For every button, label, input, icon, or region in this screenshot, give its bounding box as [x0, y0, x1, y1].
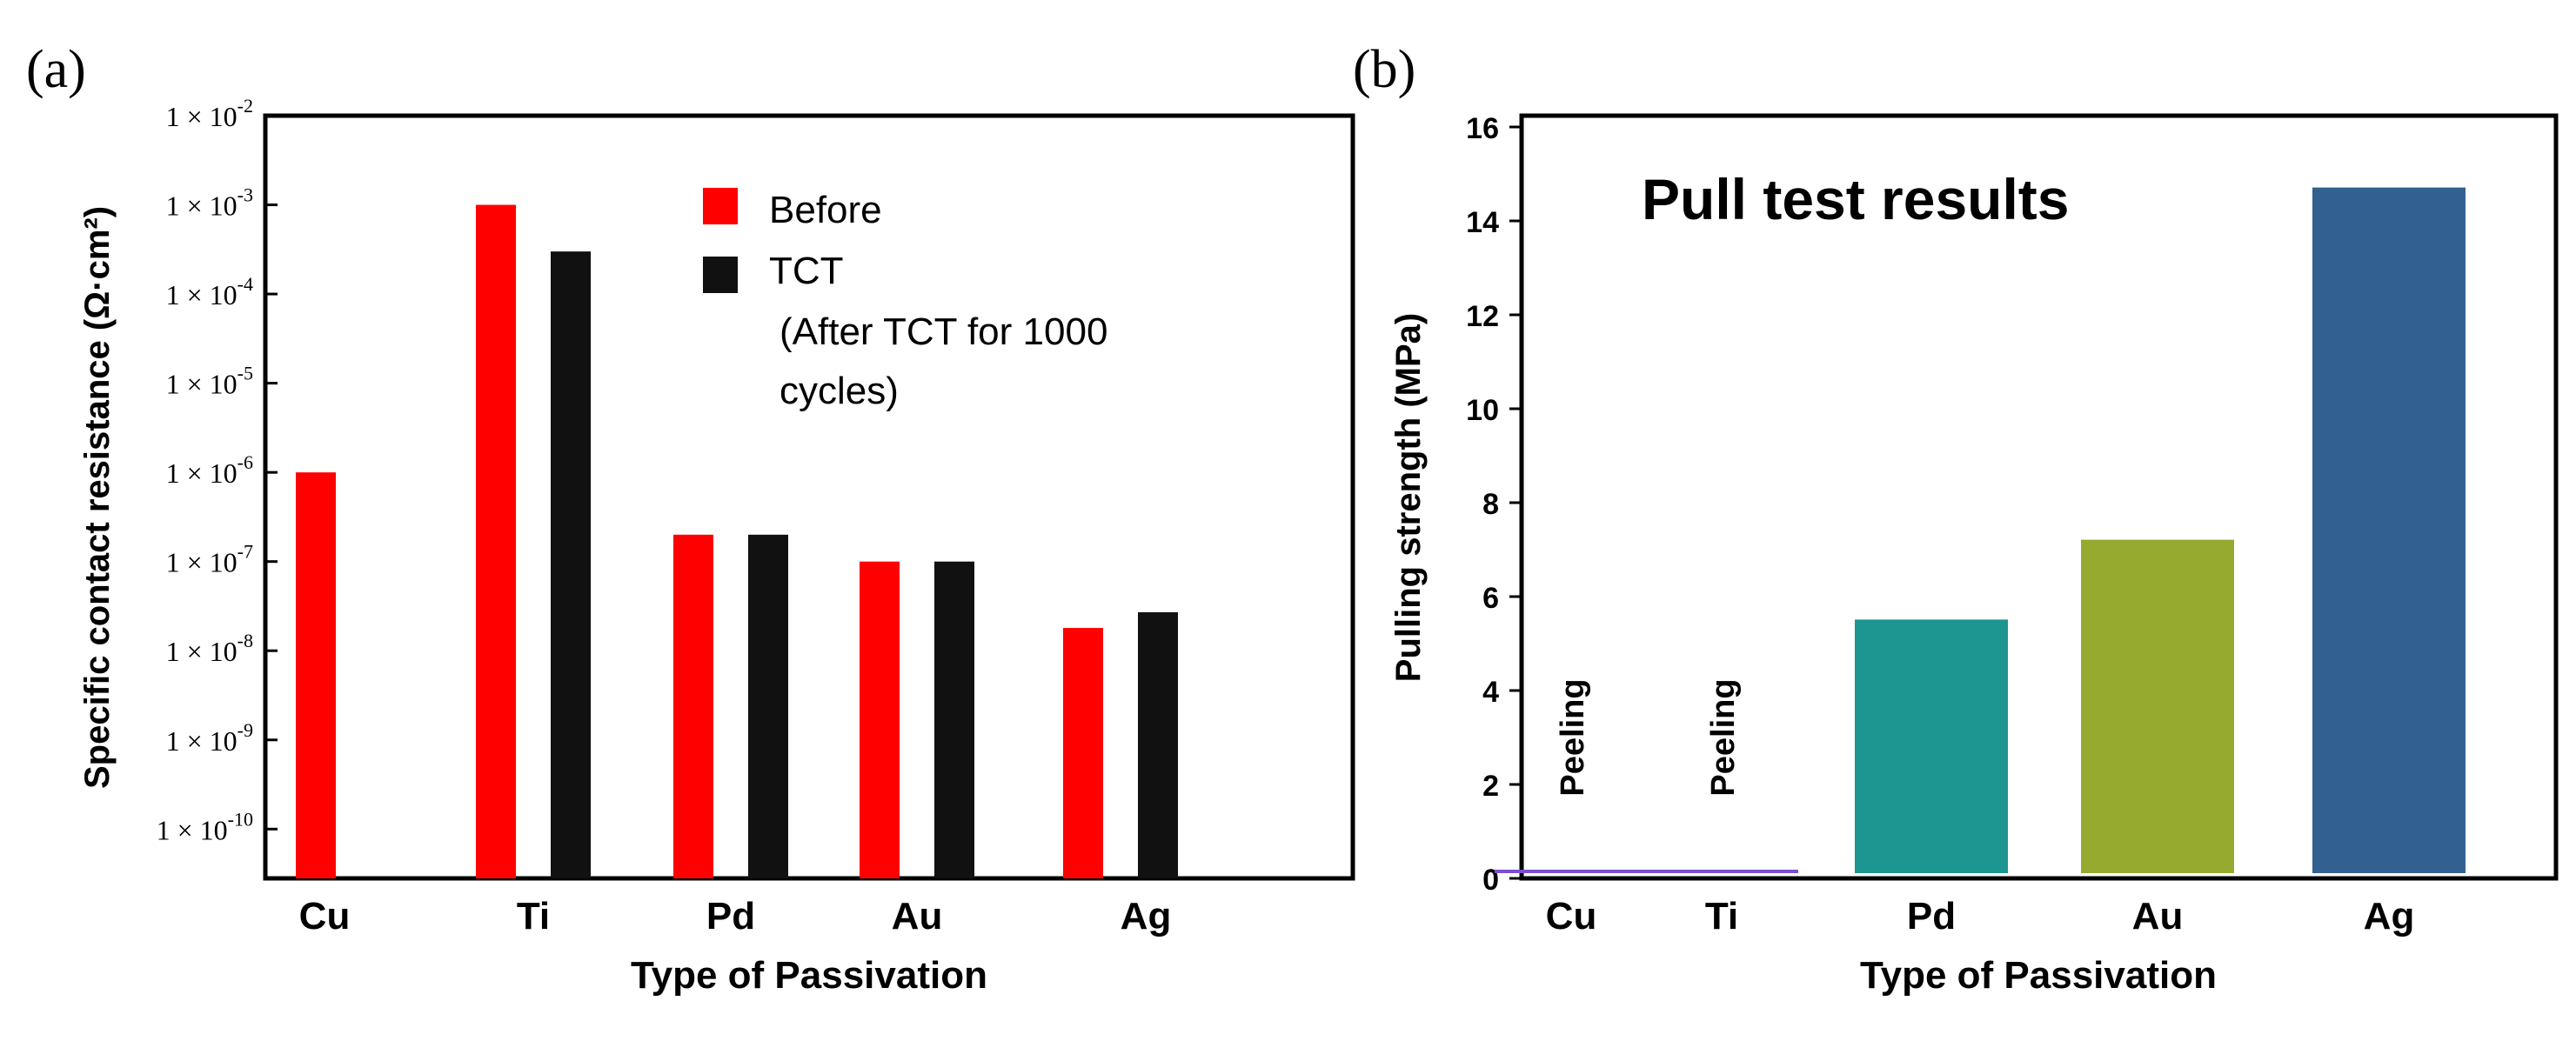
legend-note-line2: cycles): [779, 370, 899, 412]
b-xtick-label: Ti: [1705, 895, 1738, 938]
a-xtick-label: Pd: [706, 895, 755, 938]
b-ytick-label: 2: [1482, 770, 1499, 803]
panel-a-legend: Before TCT (After TCT for 1000 cycles): [703, 188, 1107, 412]
a-ytick-label: 1 × 10-3: [166, 184, 253, 222]
a-xtick-label: Ag: [1121, 895, 1172, 938]
b-ytick-label: 4: [1482, 676, 1499, 709]
a-bar-before-ag: [1063, 628, 1103, 878]
b-annotation-peeling: Peeling: [1555, 678, 1591, 796]
panel-b-chart-title: Pull test results: [1642, 167, 2070, 231]
panel-a-bars: [296, 204, 1178, 879]
a-bar-before-ti: [476, 204, 516, 879]
panel-b-y-axis: 0 2 4 6 8 10 12 14 16: [1466, 112, 1522, 897]
panel-a: (a) 1 × 10-21 × 10-31 × 10-41 × 10-51 × …: [26, 40, 1355, 997]
a-xtick-label: Cu: [299, 895, 351, 938]
b-bar-ag: [2312, 187, 2466, 874]
b-ytick-label: 16: [1466, 112, 1499, 145]
panel-b-x-axis: Cu Ti Pd Au Ag: [1546, 895, 2415, 938]
b-xtick-label: Au: [2132, 895, 2184, 938]
legend-label-before: Before: [769, 189, 882, 231]
b-ytick-label: 6: [1482, 582, 1499, 615]
b-ytick-label: 8: [1482, 488, 1499, 521]
panel-b-y-axis-title: Pulling strength (MPa): [1389, 313, 1428, 682]
a-bar-before-au: [860, 561, 900, 878]
a-ytick-label: 1 × 10-10: [157, 808, 253, 845]
a-ytick-label: 1 × 10-5: [166, 363, 253, 400]
a-bar-tct-au: [934, 561, 974, 878]
panel-a-x-axis-title: Type of Passivation: [631, 954, 987, 997]
a-ytick-label: 1 × 10-2: [166, 95, 253, 132]
a-bar-tct-ti: [551, 251, 591, 878]
a-xtick-label: Ti: [517, 895, 550, 938]
b-ytick-label: 14: [1466, 206, 1499, 239]
b-ytick-label: 10: [1466, 394, 1499, 427]
a-bar-before-cu: [296, 472, 336, 878]
panel-b-x-axis-title: Type of Passivation: [1860, 954, 2217, 997]
a-xtick-label: Au: [892, 895, 943, 938]
b-xtick-label: Cu: [1546, 895, 1597, 938]
panel-b-label: (b): [1353, 40, 1415, 99]
legend-label-tct: TCT: [769, 250, 844, 292]
a-bar-before-pd: [673, 534, 713, 878]
b-bar-au: [2081, 539, 2234, 873]
b-ytick-label: 12: [1466, 300, 1499, 333]
a-ytick-label: 1 × 10-8: [166, 630, 253, 667]
panel-a-plot-frame: [263, 113, 1355, 881]
b-xtick-label: Pd: [1907, 895, 1956, 938]
a-bar-tct-pd: [748, 534, 788, 878]
panel-a-label: (a): [26, 40, 86, 99]
panel-a-y-axis: 1 × 10-2 1 × 10-3 1 × 10-4 1 × 10-5 1 × 10-6…: [157, 95, 278, 845]
a-ytick-label: 1 × 10-7: [166, 541, 253, 578]
b-bar-pd: [1855, 619, 2008, 873]
panel-b: (b) Pull test results 0 2 4 6 8 10 12 14 16 Cu Ti…: [1353, 40, 2559, 997]
legend-note-line1: (After TCT for 1000: [779, 310, 1107, 353]
a-ytick-label: 1 × 10-9: [166, 719, 253, 757]
b-bar-cu: [1495, 870, 1648, 873]
b-bar-ti: [1645, 870, 1798, 873]
b-annotation-peeling: Peeling: [1705, 678, 1742, 796]
a-ytick-label: 1 × 10-4: [166, 273, 253, 310]
a-ytick-label: 1 × 10-6: [166, 451, 253, 489]
legend-swatch-tct: [703, 257, 738, 293]
panel-a-y-axis-title: Specific contact resistance (Ω·cm²): [78, 206, 117, 789]
a-bar-tct-ag: [1138, 612, 1178, 878]
panel-b-annotations: Peeling Peeling: [1555, 678, 1742, 796]
legend-swatch-before: [703, 188, 738, 224]
panel-b-bars: [1495, 187, 2466, 874]
panel-b-plot-frame: [1519, 113, 2559, 881]
b-xtick-label: Ag: [2364, 895, 2415, 938]
panel-a-x-axis: Cu Ti Pd Au Ag: [299, 895, 1172, 938]
b-ytick-label: 0: [1482, 864, 1499, 897]
